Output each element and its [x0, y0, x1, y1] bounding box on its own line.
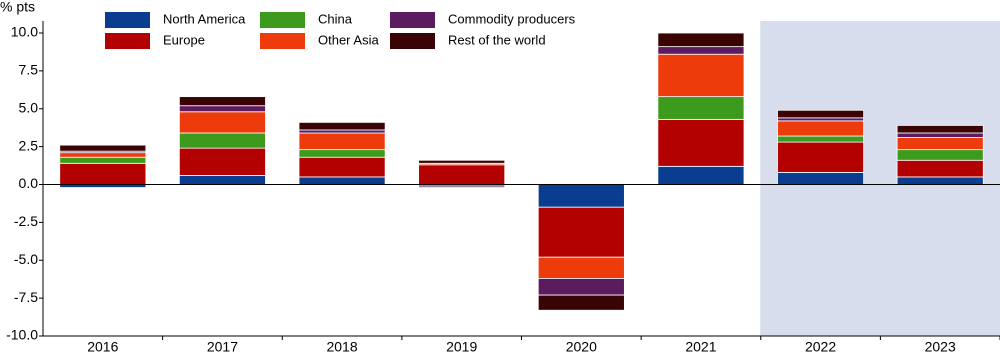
bar-segment [178, 111, 266, 134]
bar-segment [537, 294, 625, 311]
bar-segment [537, 206, 625, 258]
bar-segment [657, 118, 745, 167]
bar-segment [178, 147, 266, 176]
y-tick-label: 2.5 [19, 137, 39, 153]
x-tick-label: 2020 [566, 339, 597, 354]
y-tick-label: 10.0 [11, 24, 38, 40]
bar-segment [896, 125, 984, 134]
bar-segment [59, 152, 147, 158]
bar-segment [896, 137, 984, 151]
x-tick-label: 2023 [925, 339, 956, 354]
bar-segment [777, 135, 865, 143]
bar-segment [537, 256, 625, 279]
bar-segment [298, 129, 386, 134]
bar-segment [777, 141, 865, 173]
x-tick-label: 2018 [326, 339, 357, 354]
bar-segment [298, 121, 386, 131]
y-tick-label: 0.0 [19, 175, 39, 191]
bar-segment [59, 162, 147, 185]
bar-segment [178, 132, 266, 149]
bar-segment [298, 176, 386, 185]
bar-segment [896, 176, 984, 185]
bar-segment [777, 117, 865, 122]
bar-segment [298, 149, 386, 158]
bar-segment [59, 156, 147, 164]
x-tick-label: 2022 [805, 339, 836, 354]
bar-segment [896, 159, 984, 178]
legend-label: Europe [163, 32, 205, 47]
bar-segment [657, 32, 745, 48]
legend-swatch [105, 12, 150, 28]
bar-segment [657, 46, 745, 55]
y-tick-label: -5.0 [14, 251, 38, 267]
legend-label: North America [163, 11, 246, 26]
bar-segment [298, 156, 386, 178]
y-tick-label: -7.5 [14, 289, 38, 305]
bar-segment [537, 278, 625, 296]
legend-swatch [260, 12, 305, 28]
legend-label: Rest of the world [448, 32, 546, 47]
x-tick-label: 2017 [207, 339, 238, 354]
legend-swatch [390, 12, 435, 28]
bar-segment [298, 132, 386, 151]
bar-segment [657, 53, 745, 98]
legend-swatch [390, 33, 435, 49]
bar-segment [537, 184, 625, 208]
y-axis-label: % pts [0, 0, 35, 15]
legend-label: Other Asia [318, 32, 379, 47]
bar-segment [418, 185, 506, 188]
x-tick-label: 2016 [87, 339, 118, 354]
x-tick-label: 2021 [685, 339, 716, 354]
bar-segment [896, 149, 984, 161]
bar-segment [777, 109, 865, 119]
x-tick-label: 2019 [446, 339, 477, 354]
bar-segment [178, 105, 266, 113]
legend-swatch [260, 33, 305, 49]
bar-segment [418, 164, 506, 185]
bar-segment [418, 159, 506, 164]
y-tick-label: 7.5 [19, 62, 39, 78]
legend-swatch [105, 33, 150, 49]
bar-segment [896, 132, 984, 138]
bar-segment [657, 165, 745, 185]
y-tick-label: -10.0 [6, 327, 38, 343]
legend-label: Commodity producers [448, 11, 576, 26]
bar-segment [178, 96, 266, 107]
bar-segment [59, 144, 147, 152]
bar-segment [777, 171, 865, 185]
bar-segment [178, 175, 266, 185]
legend-label: China [318, 11, 353, 26]
bar-segment [777, 120, 865, 137]
y-tick-label: -2.5 [14, 213, 38, 229]
bar-segment [657, 96, 745, 120]
y-tick-label: 5.0 [19, 99, 39, 115]
